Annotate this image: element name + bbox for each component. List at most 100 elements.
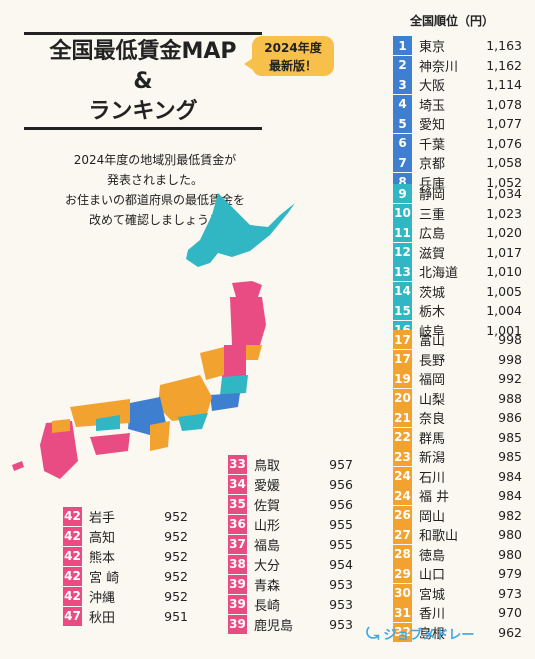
minimum-wage: 992 (498, 371, 522, 387)
minimum-wage: 1,077 (486, 116, 522, 132)
prefecture-name: 沖縄 (89, 590, 116, 606)
rank-number: 24 (393, 486, 412, 506)
prefecture-name: 岩手 (89, 510, 116, 526)
rank-number: 42 (63, 506, 82, 526)
minimum-wage: 952 (164, 588, 188, 604)
ranking-row: 26 岡山 982 (393, 505, 528, 526)
ranking-row: 39 鹿児島 953 (228, 614, 353, 634)
rank-number: 21 (393, 408, 412, 428)
ranking-row: 2 神奈川 1,162 (393, 55, 528, 76)
ranking-row: 47 秋田 951 (63, 606, 188, 626)
prefecture-name: 福 井 (419, 490, 450, 506)
badge-year: 2024年度 (264, 41, 322, 55)
prefecture-name: 埼玉 (419, 98, 446, 114)
prefecture-name: 広島 (419, 227, 446, 243)
rank-number: 17 (393, 330, 412, 350)
prefecture-name: 徳島 (419, 548, 446, 564)
rank-number: 7 (393, 153, 412, 173)
ranking-row: 19 福岡 992 (393, 369, 528, 389)
prefecture-name: 長崎 (254, 598, 281, 614)
minimum-wage: 1,001 (486, 322, 522, 338)
rank-number: 39 (228, 614, 247, 634)
prefecture-name: 愛知 (419, 118, 446, 134)
ranking-row: 34 愛媛 956 (228, 474, 353, 494)
minimum-wage: 1,078 (486, 96, 522, 112)
ranking-row: 3 大阪 1,114 (393, 75, 528, 95)
ranking-row: 17 富山 998 (393, 330, 528, 350)
ranking-bottom-mid-group: 33 鳥取 957 34 愛媛 956 35 佐賀 956 36 山形 955 37 福島 955 38 大分 9… (228, 454, 353, 634)
minimum-wage: 1,017 (486, 244, 522, 260)
ranking-row: 12 滋賀 1,017 (393, 242, 528, 263)
ranking-row: 9 静岡 1,034 (393, 184, 528, 204)
edition-badge: 2024年度 最新版！ (244, 36, 334, 76)
title-line-3: ランキング (88, 99, 198, 124)
prefecture-name: 和歌山 (419, 529, 459, 545)
prefecture-name: 神奈川 (419, 59, 459, 75)
minimum-wage: 951 (164, 608, 188, 624)
minimum-wage: 980 (498, 527, 522, 543)
rank-number: 38 (228, 554, 247, 574)
rank-number: 20 (393, 388, 412, 408)
ranking-row: 35 佐賀 956 (228, 494, 353, 514)
prefecture-name: 青森 (254, 578, 281, 594)
prefecture-name: 群馬 (419, 431, 446, 447)
prefecture-name: 大阪 (419, 79, 446, 95)
minimum-wage: 982 (498, 507, 522, 523)
rank-number: 3 (393, 75, 412, 95)
ranking-row: 6 千葉 1,076 (393, 133, 528, 154)
prefecture-name: 福島 (254, 538, 281, 554)
prefecture-name: 三重 (419, 207, 446, 223)
prefecture-name: 宮城 (419, 587, 446, 603)
rank-number: 5 (393, 114, 412, 134)
map-shizuoka (178, 413, 208, 431)
rank-number: 27 (393, 525, 412, 545)
ranking-row: 37 福島 955 (228, 534, 353, 554)
ranking-row: 29 山口 979 (393, 564, 528, 584)
rank-number: 42 (63, 546, 82, 566)
map-chubu (158, 375, 212, 421)
rank-number: 26 (393, 505, 412, 525)
minimum-wage: 1,010 (486, 264, 522, 280)
map-yamagata-fukushima (222, 345, 246, 377)
ranking-row: 42 高知 952 (63, 526, 188, 546)
map-miyagi (246, 345, 262, 360)
ranking-row: 10 三重 1,023 (393, 203, 528, 224)
prefecture-name: 鹿児島 (254, 618, 294, 634)
ranking-row: 13 北海道 1,010 (393, 262, 528, 282)
map-aomori (232, 281, 262, 297)
minimum-wage: 1,076 (486, 135, 522, 151)
minimum-wage: 973 (498, 585, 522, 601)
ranking-row: 1 東京 1,163 (393, 36, 528, 56)
rank-number: 12 (393, 242, 412, 262)
minimum-wage: 1,020 (486, 225, 522, 241)
minimum-wage: 984 (498, 468, 522, 484)
rank-number: 10 (393, 203, 412, 223)
minimum-wage: 998 (498, 332, 522, 348)
minimum-wage: 1,114 (486, 77, 522, 93)
prefecture-name: 奈良 (419, 412, 446, 428)
rank-number: 22 (393, 427, 412, 447)
prefecture-name: 秋田 (89, 610, 116, 626)
ranking-row: 33 鳥取 957 (228, 454, 353, 474)
japan-map (12, 193, 295, 479)
map-mie-wakayama (150, 421, 170, 451)
ranking-row: 20 山梨 988 (393, 388, 528, 409)
map-shikoku (90, 433, 130, 455)
minimum-wage: 1,058 (486, 155, 522, 171)
ranking-row: 42 熊本 952 (63, 546, 188, 566)
rank-number: 29 (393, 564, 412, 584)
ranking-bottom-group: 42 岩手 952 42 高知 952 42 熊本 952 42 宮 崎 952 42 沖縄 952 47 秋田… (63, 506, 188, 626)
ranking-row: 31 香川 970 (393, 603, 528, 623)
ranking-row: 5 愛知 1,077 (393, 114, 528, 134)
rank-number: 11 (393, 223, 412, 243)
rank-number: 19 (393, 369, 412, 389)
rank-number: 42 (63, 586, 82, 606)
prefecture-name: 京都 (419, 157, 446, 173)
prefecture-name: 長野 (419, 353, 446, 369)
ranking-row: 23 新潟 985 (393, 447, 528, 467)
map-tokyo-area (210, 393, 240, 411)
ranking-row: 36 山形 955 (228, 514, 353, 534)
minimum-wage: 985 (498, 449, 522, 465)
logo-icon: ⤿ (366, 624, 380, 643)
rank-number: 15 (393, 301, 412, 321)
